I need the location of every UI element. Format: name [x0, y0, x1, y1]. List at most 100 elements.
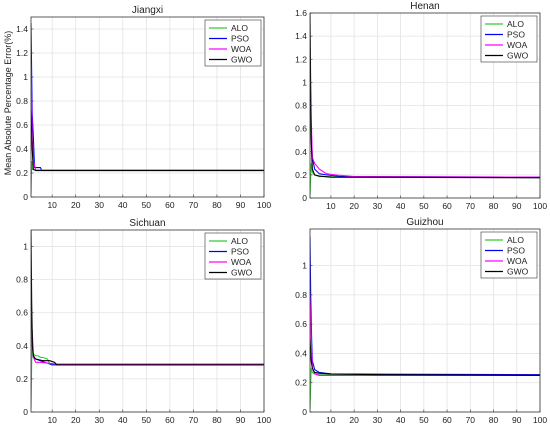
subplot-title: Henan: [410, 1, 439, 12]
y-tick-label: 1.4: [16, 24, 28, 34]
y-tick-label: 0.2: [16, 168, 28, 178]
legend-label-alo: ALO: [507, 19, 524, 29]
legend-label-alo: ALO: [231, 236, 248, 246]
y-tick-label: 0.2: [295, 378, 307, 388]
legend-label-gwo: GWO: [507, 267, 529, 277]
series-line-gwo: [310, 338, 540, 376]
legend-label-woa: WOA: [507, 256, 528, 266]
legend-label-woa: WOA: [507, 40, 528, 50]
y-tick-label: 0: [302, 193, 307, 203]
x-tick-label: 70: [189, 415, 199, 425]
y-tick-label: 1: [302, 77, 307, 87]
subplot-title: Jiangxi: [132, 5, 163, 16]
x-tick-label: 20: [71, 415, 81, 425]
y-tick-label: 0.2: [16, 374, 28, 384]
x-tick-label: 10: [326, 415, 336, 425]
subplot-4: 10 20 30 40 50 60 70 80 90 100 0 0.2 0.4 0.6 0.8 1 Guizh…: [295, 217, 547, 425]
subplot-title: Guizhou: [406, 217, 443, 228]
x-tick-label: 30: [373, 415, 383, 425]
x-tick-label: 70: [466, 415, 476, 425]
x-tick-label: 60: [442, 415, 452, 425]
y-tick-label: 0.8: [295, 290, 307, 300]
y-tick-label: 0.6: [16, 120, 28, 130]
x-tick-label: 40: [396, 415, 406, 425]
y-tick-label: 0.2: [295, 170, 307, 180]
y-tick-label: 0.6: [16, 308, 28, 318]
x-tick-label: 80: [212, 200, 222, 210]
x-tick-label: 80: [489, 201, 499, 211]
x-tick-label: 100: [533, 415, 547, 425]
x-tick-label: 10: [326, 201, 336, 211]
legend-label-woa: WOA: [231, 44, 252, 54]
x-tick-label: 100: [257, 200, 271, 210]
x-tick-label: 20: [71, 200, 81, 210]
y-tick-label: 0: [302, 407, 307, 417]
subplot-3: 10 20 30 40 50 60 70 80 90 100 0 0.2 0.4 0.6 0.8 1 Sichu…: [16, 218, 271, 425]
y-tick-label: 1: [23, 242, 28, 252]
subplot-title: Sichuan: [129, 218, 165, 229]
axes-frame: [30, 16, 265, 198]
subplot-2: 10 20 30 40 50 60 70 80 90 100 0 0.2 0.4 0.6 0.8 1 1.2 1.…: [295, 1, 547, 211]
legend-label-woa: WOA: [231, 257, 252, 267]
legend-label-pso: PSO: [507, 30, 525, 40]
subplot-1: 10 20 30 40 50 60 70 80 90 100 0 0.2 0.4 0.6 0.8 1 1.2 1.…: [16, 5, 271, 210]
legend-label-gwo: GWO: [507, 51, 529, 61]
series-line-gwo: [310, 13, 540, 179]
y-tick-label: 0.4: [16, 341, 28, 351]
y-tick-label: 0: [23, 407, 28, 417]
x-tick-label: 60: [442, 201, 452, 211]
x-tick-label: 50: [419, 415, 429, 425]
x-tick-label: 20: [349, 415, 359, 425]
legend-label-pso: PSO: [231, 247, 249, 257]
series-line-gwo: [31, 110, 264, 172]
x-tick-label: 40: [118, 200, 128, 210]
y-tick-label: 0.4: [295, 348, 307, 358]
y-tick-label: 0.8: [16, 275, 28, 285]
x-tick-label: 10: [47, 415, 57, 425]
x-tick-label: 100: [533, 201, 547, 211]
x-tick-label: 50: [142, 415, 152, 425]
axes-frame: [309, 228, 541, 413]
x-tick-label: 30: [373, 201, 383, 211]
x-tick-label: 50: [142, 200, 152, 210]
x-tick-label: 70: [466, 201, 476, 211]
legend-label-alo: ALO: [507, 235, 524, 245]
x-tick-label: 30: [95, 415, 105, 425]
x-tick-label: 30: [95, 200, 105, 210]
x-tick-label: 90: [512, 415, 522, 425]
legend-label-pso: PSO: [231, 34, 249, 44]
legend-label-alo: ALO: [231, 23, 248, 33]
y-tick-label: 1.6: [295, 8, 307, 18]
x-tick-label: 80: [489, 415, 499, 425]
y-tick-label: 1.4: [295, 31, 307, 41]
y-tick-label: 1.2: [16, 48, 28, 58]
y-tick-label: 0.8: [16, 96, 28, 106]
y-tick-label: 0.6: [295, 124, 307, 134]
y-tick-label: 0.4: [16, 144, 28, 154]
y-axis-label: Mean Absolute Percentage Error(%): [3, 31, 13, 176]
y-tick-label: 0: [23, 192, 28, 202]
x-tick-label: 40: [118, 415, 128, 425]
x-tick-label: 10: [47, 200, 57, 210]
x-tick-label: 20: [349, 201, 359, 211]
x-tick-label: 90: [236, 200, 246, 210]
x-tick-label: 60: [165, 200, 175, 210]
x-tick-label: 50: [419, 201, 429, 211]
legend-label-gwo: GWO: [231, 55, 253, 65]
x-tick-label: 90: [512, 201, 522, 211]
legend-label-pso: PSO: [507, 246, 525, 256]
y-tick-label: 0.6: [295, 319, 307, 329]
series-line-gwo: [31, 230, 264, 366]
x-tick-label: 80: [212, 415, 222, 425]
y-tick-label: 1.2: [295, 54, 307, 64]
axes-frame: [30, 229, 265, 413]
y-tick-label: 1: [302, 261, 307, 271]
legend-label-gwo: GWO: [231, 268, 253, 278]
x-tick-label: 40: [396, 201, 406, 211]
x-tick-label: 70: [189, 200, 199, 210]
